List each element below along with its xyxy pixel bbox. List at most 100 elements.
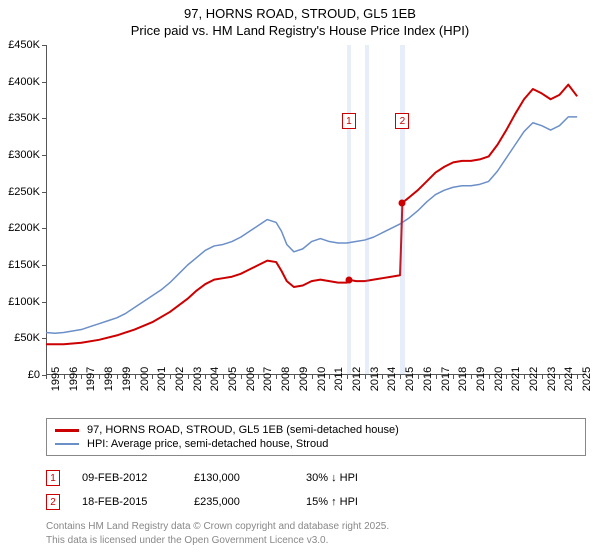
footer: Contains HM Land Registry data © Crown c… [46,520,586,547]
x-tick-label: 2014 [386,367,398,391]
x-tick-label: 2015 [404,367,416,391]
x-tick-label: 1996 [68,367,80,391]
x-tick-label: 2020 [493,367,505,391]
x-tick-label: 2003 [192,367,204,391]
x-tick-label: 2000 [139,367,151,391]
y-tick [42,118,46,119]
x-tick [489,375,490,379]
x-tick-label: 2025 [581,367,593,391]
x-tick-label: 1997 [85,367,97,391]
x-tick-label: 1998 [103,367,115,391]
x-tick-label: 2013 [369,367,381,391]
x-tick [188,375,189,379]
x-tick [99,375,100,379]
chart-container: 97, HORNS ROAD, STROUD, GL5 1EB Price pa… [0,0,600,560]
footer-line1: Contains HM Land Registry data © Crown c… [46,520,586,534]
x-tick-label: 2024 [563,367,575,391]
x-tick [347,375,348,379]
x-tick [258,375,259,379]
y-tick [42,45,46,46]
title-line2: Price paid vs. HM Land Registry's House … [0,21,600,38]
y-tick [42,265,46,266]
y-tick-label: £0 [0,369,40,381]
x-tick-label: 2019 [475,367,487,391]
y-tick [42,338,46,339]
x-tick-label: 2001 [156,367,168,391]
x-tick-label: 2008 [280,367,292,391]
x-tick [276,375,277,379]
y-tick-label: £200K [0,222,40,234]
line-layer [46,45,586,375]
x-tick [64,375,65,379]
highlight-band [365,45,369,375]
x-tick [294,375,295,379]
y-tick-label: £400K [0,76,40,88]
legend-row: 97, HORNS ROAD, STROUD, GL5 1EB (semi-de… [55,423,577,437]
x-tick-label: 2004 [209,367,221,391]
event-marker [399,199,406,206]
x-tick [135,375,136,379]
x-tick-label: 2006 [245,367,257,391]
y-tick-label: £50K [0,332,40,344]
x-tick [382,375,383,379]
footer-line2: This data is licensed under the Open Gov… [46,534,586,548]
highlight-band [347,45,351,375]
y-tick [42,302,46,303]
x-tick-label: 2002 [174,367,186,391]
x-tick [312,375,313,379]
x-tick-label: 2011 [333,367,345,391]
x-tick [471,375,472,379]
x-tick-label: 2022 [528,367,540,391]
x-tick-label: 2009 [298,367,310,391]
y-tick [42,155,46,156]
x-tick-label: 2012 [351,367,363,391]
event-delta: 30% ↓ HPI [306,472,396,484]
x-tick-label: 1995 [50,367,62,391]
y-tick-label: £350K [0,112,40,124]
y-tick-label: £100K [0,296,40,308]
event-date: 09-FEB-2012 [82,472,172,484]
y-tick [42,192,46,193]
x-tick [329,375,330,379]
x-tick [577,375,578,379]
x-tick [524,375,525,379]
event-delta: 15% ↑ HPI [306,496,396,508]
y-tick-label: £250K [0,186,40,198]
x-tick-label: 2016 [422,367,434,391]
series-hpi [46,117,577,333]
event-callout: 2 [395,113,409,129]
x-tick [223,375,224,379]
x-tick-label: 2021 [510,367,522,391]
y-tick [42,82,46,83]
x-tick [152,375,153,379]
x-tick [205,375,206,379]
event-badge: 2 [46,494,60,510]
event-price: £235,000 [194,496,284,508]
y-tick [42,228,46,229]
x-tick [241,375,242,379]
legend-label: HPI: Average price, semi-detached house,… [87,438,328,450]
x-tick-label: 2005 [227,367,239,391]
x-tick-label: 2007 [262,367,274,391]
x-tick-label: 2023 [546,367,558,391]
x-tick-label: 2010 [316,367,328,391]
title-line1: 97, HORNS ROAD, STROUD, GL5 1EB [0,0,600,21]
x-tick [506,375,507,379]
event-badge: 1 [46,470,60,486]
y-tick-label: £450K [0,39,40,51]
x-tick [559,375,560,379]
x-tick [81,375,82,379]
x-tick [453,375,454,379]
event-row: 218-FEB-2015£235,00015% ↑ HPI [46,490,586,514]
series-price_paid [46,85,577,345]
legend-swatch [55,443,79,445]
x-tick [46,375,47,379]
x-tick-label: 1999 [121,367,133,391]
plot-area: £0£50K£100K£150K£200K£250K£300K£350K£400… [46,45,586,375]
event-callout: 1 [342,113,356,129]
x-tick [418,375,419,379]
legend: 97, HORNS ROAD, STROUD, GL5 1EB (semi-de… [46,418,586,456]
x-tick [400,375,401,379]
y-tick-label: £300K [0,149,40,161]
highlight-band [400,45,404,375]
